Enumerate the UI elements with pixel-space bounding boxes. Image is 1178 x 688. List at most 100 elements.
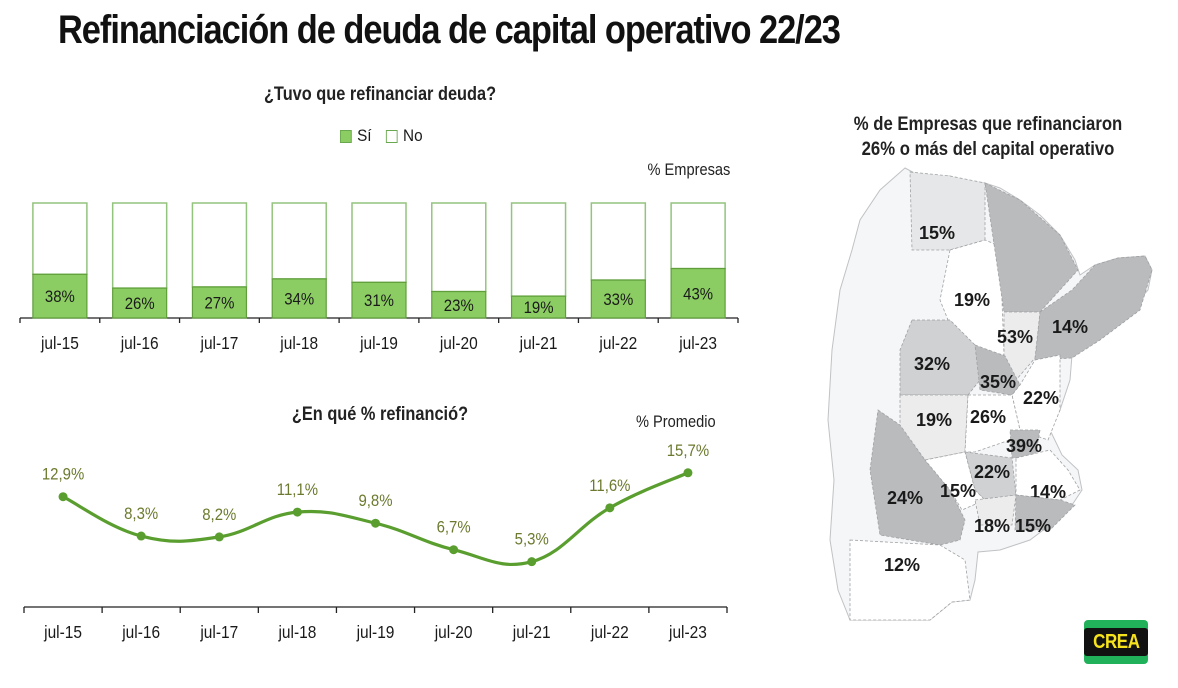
bar-x-tick-label: jul-19 — [359, 333, 398, 353]
bar-data-label: 19% — [524, 299, 554, 317]
bar-si-segment — [191, 286, 248, 319]
map-region-label: 19% — [916, 410, 952, 430]
bar-chart: 38% jul-15 26% jul-16 27% jul-17 34% jul-18 31% j… — [19, 202, 739, 353]
bar-no-segment — [351, 202, 407, 284]
line-chart: 12,9% jul-15 8,3% jul-16 8,2% jul-17 11,1% jul-… — [23, 442, 728, 642]
legend-label-si: Sí — [357, 126, 372, 145]
line-data-point — [371, 518, 380, 528]
line-data-point — [292, 507, 302, 517]
line-data-label: 8,2% — [202, 506, 236, 524]
line-data-point — [58, 492, 68, 502]
page-title: Refinanciación de deuda de capital opera… — [58, 8, 841, 52]
map-region-label: 26% — [970, 407, 1006, 427]
map-region — [1014, 494, 1076, 531]
bar-no-segment — [670, 202, 726, 270]
bar-data-label: 26% — [125, 295, 155, 313]
map-title-line1: % de Empresas que refinanciaron — [853, 114, 1123, 135]
map-region-label: 24% — [887, 488, 923, 508]
legend-swatch-no — [385, 129, 398, 143]
line-data-point — [136, 531, 146, 541]
bar-data-label: 38% — [45, 288, 75, 306]
map-region — [984, 182, 1079, 313]
map-region-label: 15% — [919, 223, 955, 243]
line-data-label: 15,7% — [667, 442, 709, 460]
map-region-label: 32% — [914, 354, 950, 374]
bar-data-label: 27% — [204, 295, 234, 313]
line-data-point — [449, 545, 459, 555]
line-x-tick-label: jul-21 — [512, 622, 551, 642]
map-title: % de Empresas que refinanciaron 26% o má… — [838, 112, 1137, 162]
line-x-tick-label: jul-18 — [278, 622, 317, 642]
line-data-label: 8,3% — [124, 505, 158, 523]
bar-no-segment — [510, 202, 567, 297]
bar-x-tick-label: jul-16 — [120, 333, 159, 353]
crea-logo: CREA — [1084, 620, 1148, 664]
line-x-tick-label: jul-17 — [199, 622, 238, 642]
bar-x-tick-label: jul-23 — [678, 333, 717, 353]
map-region-label: 14% — [1052, 317, 1088, 337]
map-region-label: 22% — [1023, 388, 1059, 408]
map-region-label: 22% — [974, 462, 1010, 482]
bar-si-segment — [271, 278, 327, 319]
legend-label-no: No — [403, 126, 423, 145]
line-data-point — [683, 468, 693, 478]
line-data-label: 9,8% — [358, 492, 392, 510]
line-x-tick-label: jul-16 — [121, 622, 160, 642]
line-data-label: 5,3% — [515, 531, 549, 549]
map-title-line2: 26% o más del capital operativo — [861, 139, 1115, 160]
map-region — [974, 494, 1017, 526]
bar-chart-title: ¿Tuvo que refinanciar deuda? — [263, 84, 497, 105]
bar-si-segment — [510, 295, 567, 319]
map-region-label: 39% — [1006, 436, 1042, 456]
bar-x-tick-label: jul-15 — [40, 333, 79, 353]
bar-si-segment — [112, 287, 168, 319]
line-x-tick-label: jul-19 — [356, 622, 395, 642]
map-region — [899, 319, 981, 396]
bar-legend: Sí No — [340, 126, 423, 146]
bar-data-label: 33% — [603, 291, 633, 309]
bar-x-tick-label: jul-21 — [519, 333, 558, 353]
bar-data-label: 23% — [444, 297, 474, 315]
bar-si-segment — [590, 279, 646, 319]
bar-x-tick-label: jul-18 — [279, 333, 318, 353]
bar-x-tick-label: jul-22 — [599, 333, 638, 353]
crea-logo-band: CREA — [1084, 628, 1148, 656]
line-x-tick-label: jul-20 — [434, 622, 473, 642]
map-region-label: 18% — [974, 516, 1010, 536]
map-region-label: 12% — [884, 555, 920, 575]
map-region — [1009, 429, 1041, 459]
map-region-label: 35% — [980, 372, 1016, 392]
bar-x-tick-label: jul-20 — [439, 333, 478, 353]
bar-data-label: 43% — [683, 285, 713, 303]
map-region-label: 15% — [1015, 516, 1051, 536]
bar-si-segment — [351, 281, 407, 319]
crea-logo-text: CREA — [1092, 630, 1140, 653]
map-region — [849, 539, 971, 621]
legend-swatch-si — [340, 129, 352, 143]
bar-si-segment — [431, 290, 487, 319]
line-unit-label: % Promedio — [636, 412, 716, 431]
line-chart-title: ¿En qué % refinanció? — [291, 404, 469, 425]
line-data-label: 11,1% — [277, 481, 318, 499]
line-series-path — [61, 471, 690, 566]
line-data-point — [605, 503, 615, 513]
line-x-tick-label: jul-22 — [590, 622, 629, 642]
bar-si-segment — [32, 273, 88, 319]
bar-si-segment — [670, 267, 726, 319]
line-data-label: 6,7% — [437, 519, 471, 537]
map-region — [924, 451, 986, 511]
bar-no-segment — [431, 202, 487, 293]
map-region-label: 53% — [997, 327, 1033, 347]
line-data-point — [527, 557, 537, 567]
line-data-point — [214, 532, 224, 542]
map-region-label: 15% — [940, 481, 976, 501]
bar-unit-label: % Empresas — [647, 160, 730, 179]
map-region-label: 19% — [954, 290, 990, 310]
line-data-label: 12,9% — [42, 466, 84, 484]
map-region-label: 14% — [1030, 482, 1066, 502]
line-data-label: 11,6% — [589, 477, 630, 495]
bar-data-label: 34% — [284, 291, 314, 309]
bar-no-segment — [111, 202, 168, 289]
bar-data-label: 31% — [364, 292, 394, 310]
